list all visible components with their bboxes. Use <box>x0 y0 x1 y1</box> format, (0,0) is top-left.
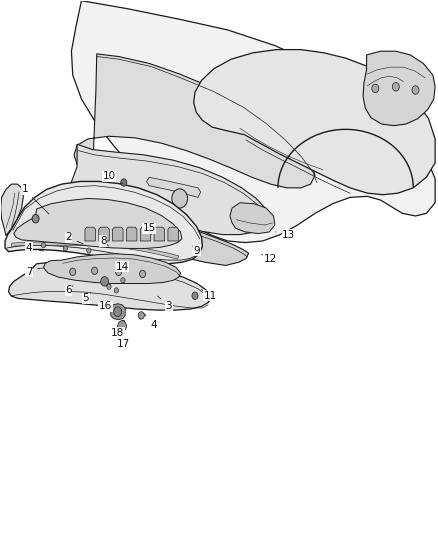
Circle shape <box>392 83 399 91</box>
Text: 11: 11 <box>201 289 217 301</box>
Circle shape <box>87 248 91 253</box>
Circle shape <box>172 189 187 208</box>
Circle shape <box>118 321 127 332</box>
Circle shape <box>114 288 119 293</box>
Polygon shape <box>113 227 123 241</box>
Circle shape <box>63 246 67 251</box>
Text: 6: 6 <box>65 286 73 295</box>
Polygon shape <box>99 227 109 241</box>
Circle shape <box>107 284 111 289</box>
Polygon shape <box>74 54 315 188</box>
Text: 4: 4 <box>26 243 44 253</box>
Circle shape <box>138 312 145 319</box>
Polygon shape <box>70 144 269 235</box>
Text: 17: 17 <box>117 337 131 349</box>
Text: 18: 18 <box>111 328 124 338</box>
Circle shape <box>70 268 76 276</box>
Circle shape <box>102 280 107 285</box>
Text: 12: 12 <box>261 254 277 263</box>
Circle shape <box>116 268 122 276</box>
Circle shape <box>192 292 198 300</box>
Polygon shape <box>1 184 23 236</box>
Polygon shape <box>64 203 249 265</box>
Circle shape <box>114 307 122 317</box>
Polygon shape <box>147 177 201 197</box>
Polygon shape <box>14 198 182 248</box>
Text: 14: 14 <box>116 261 129 271</box>
Polygon shape <box>111 304 125 320</box>
Circle shape <box>32 214 39 223</box>
Circle shape <box>92 267 98 274</box>
Text: 2: 2 <box>65 232 83 244</box>
Circle shape <box>101 277 109 286</box>
Text: 7: 7 <box>26 267 39 277</box>
Circle shape <box>121 278 125 283</box>
Text: 15: 15 <box>142 223 156 235</box>
Text: 3: 3 <box>158 296 172 311</box>
Polygon shape <box>43 254 180 284</box>
Polygon shape <box>168 227 178 241</box>
Polygon shape <box>12 242 179 259</box>
Polygon shape <box>121 320 124 333</box>
Text: 5: 5 <box>82 293 91 303</box>
Text: 13: 13 <box>276 230 296 240</box>
Polygon shape <box>5 181 202 264</box>
Polygon shape <box>194 50 435 195</box>
Text: 16: 16 <box>99 301 112 311</box>
Polygon shape <box>154 227 165 241</box>
Circle shape <box>121 179 127 186</box>
Circle shape <box>140 270 146 278</box>
Text: 1: 1 <box>21 184 49 214</box>
Circle shape <box>41 243 46 248</box>
Polygon shape <box>85 227 95 241</box>
Polygon shape <box>71 1 435 243</box>
Text: 8: 8 <box>100 236 109 246</box>
Text: 9: 9 <box>193 246 201 255</box>
Polygon shape <box>363 51 435 126</box>
Text: 10: 10 <box>102 171 123 184</box>
Circle shape <box>372 84 379 93</box>
Polygon shape <box>127 227 137 241</box>
Circle shape <box>412 86 419 94</box>
Polygon shape <box>230 203 275 233</box>
Polygon shape <box>140 227 151 241</box>
Polygon shape <box>9 261 210 310</box>
Text: 4: 4 <box>145 314 157 330</box>
